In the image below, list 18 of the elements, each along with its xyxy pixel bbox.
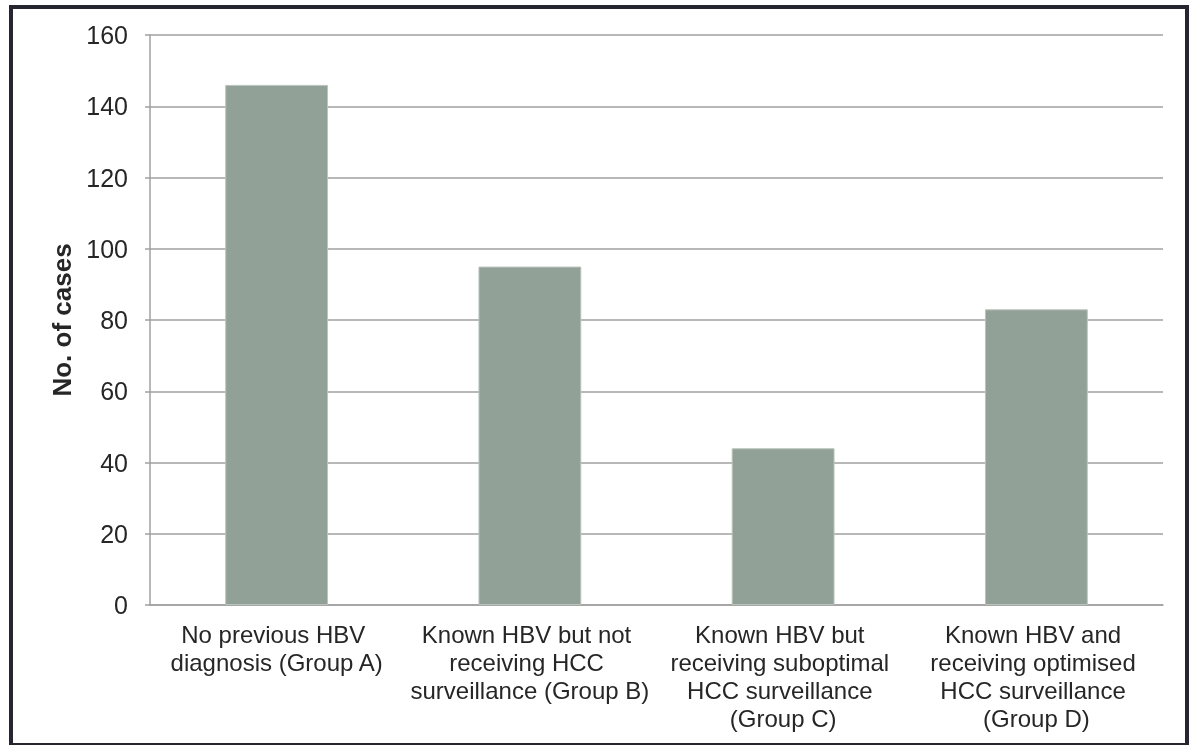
bar — [225, 84, 329, 605]
x-tick-label: No previous HBV diagnosis (Group A) — [170, 620, 383, 676]
bar — [731, 448, 835, 605]
x-tick-label: Known HBV and receiving optimised HCC surveillance (Group D) — [930, 620, 1143, 732]
bar — [478, 266, 582, 605]
y-tick-label: 100 — [86, 234, 128, 263]
y-axis-title: No. of cases — [47, 243, 78, 397]
y-tick-label: 120 — [86, 163, 128, 192]
bar — [984, 309, 1088, 605]
y-tick-label: 0 — [114, 591, 128, 619]
y-tick-label: 60 — [100, 377, 128, 406]
y-tick-label: 140 — [86, 92, 128, 121]
y-tick-label: 80 — [100, 306, 128, 334]
y-tick-label: 40 — [100, 448, 128, 477]
x-tick-label: Known HBV but receiving suboptimal HCC surveillance (Group C) — [670, 620, 896, 732]
y-tick-label: 20 — [100, 519, 128, 548]
y-tick-label: 160 — [86, 21, 128, 49]
x-tick-label: Known HBV but not receiving HCC surveillance (Group B) — [410, 620, 650, 704]
